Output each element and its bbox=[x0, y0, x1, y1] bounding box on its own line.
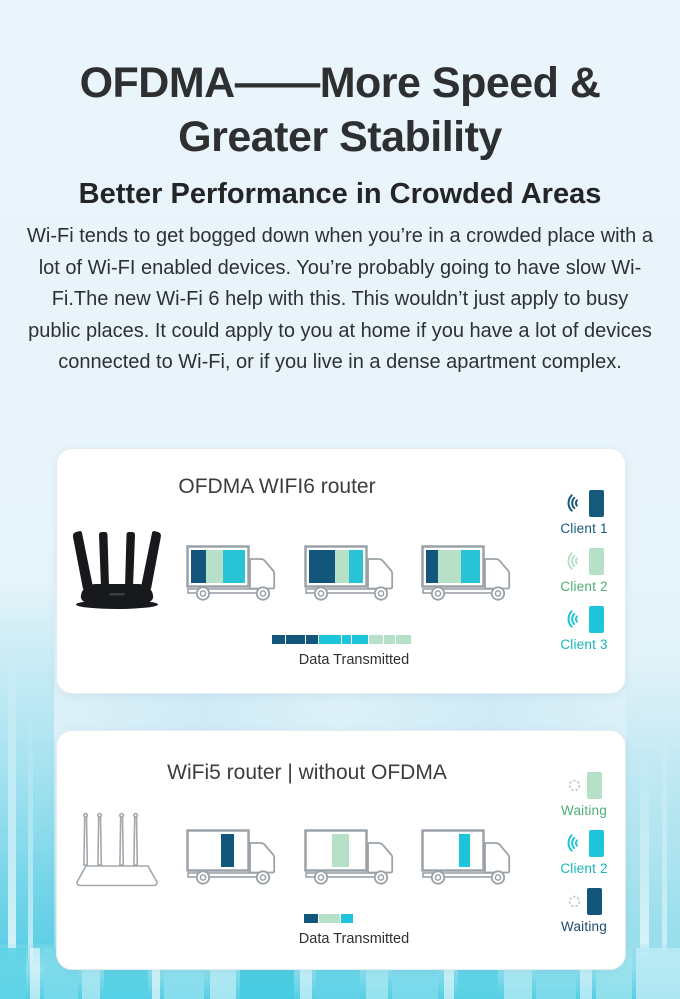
truck bbox=[186, 545, 282, 601]
truck-cargo-load bbox=[426, 834, 480, 867]
client-device-bar bbox=[589, 605, 604, 633]
client-device-bar bbox=[589, 489, 604, 517]
page-title-line1: OFDMA——More Speed & bbox=[79, 59, 601, 107]
client-status: Client 2 bbox=[541, 547, 627, 594]
client-label: Waiting bbox=[561, 803, 607, 818]
wifi-signal-icon bbox=[564, 549, 584, 573]
card2-title: WiFi5 router | without OFDMA bbox=[167, 761, 447, 784]
bg-streak bbox=[640, 760, 649, 999]
truck-cargo-load bbox=[309, 834, 363, 867]
bg-streak bbox=[8, 640, 16, 999]
wifi-signal-icon bbox=[564, 831, 584, 855]
data-transmitted-label: Data Transmitted bbox=[298, 931, 410, 947]
truck bbox=[421, 829, 517, 885]
page-title: OFDMA——More Speed & Greater Stability bbox=[16, 56, 664, 164]
client-label: Client 2 bbox=[560, 861, 608, 876]
truck bbox=[304, 829, 400, 885]
client-status: Client 2 bbox=[541, 829, 627, 876]
client-device-bar bbox=[586, 771, 602, 799]
truck-cargo-load bbox=[426, 550, 480, 583]
data-transmitted-label: Data Transmitted bbox=[298, 652, 410, 668]
data-transmitted-bar bbox=[272, 635, 414, 644]
wifi6-router-illustration bbox=[71, 523, 163, 616]
client-label: Client 1 bbox=[560, 521, 608, 536]
wifi5-router-illustration bbox=[69, 807, 165, 896]
waiting-spinner-icon bbox=[567, 894, 582, 909]
client-label: Client 3 bbox=[560, 637, 608, 652]
page-title-line2: Greater Stability bbox=[178, 113, 502, 161]
waiting-spinner-icon bbox=[567, 778, 582, 793]
client-label: Waiting bbox=[561, 919, 607, 934]
card-wifi5: WiFi5 router | without OFDMA bbox=[56, 730, 626, 970]
bg-streak bbox=[28, 710, 33, 999]
truck bbox=[304, 545, 400, 601]
truck bbox=[421, 545, 517, 601]
truck-cargo-load bbox=[191, 834, 245, 867]
card-ofdma-wifi6: OFDMA WIFI6 router bbox=[56, 448, 626, 694]
wifi-signal-icon bbox=[564, 607, 584, 631]
client-status: Waiting bbox=[541, 887, 627, 934]
bg-band-mid bbox=[0, 694, 680, 730]
wifi-signal-icon bbox=[564, 491, 584, 515]
client-status: Client 3 bbox=[541, 605, 627, 652]
client-status: Waiting bbox=[541, 771, 627, 818]
truck-cargo-load bbox=[191, 550, 245, 583]
intro-paragraph: Wi-Fi tends to get bogged down when you’… bbox=[27, 225, 653, 373]
client-device-bar bbox=[586, 887, 602, 915]
client-status: Client 1 bbox=[541, 489, 627, 536]
bg-streak bbox=[662, 720, 667, 999]
truck bbox=[186, 829, 282, 885]
card1-title: OFDMA WIFI6 router bbox=[178, 475, 376, 498]
bg-gradient-right bbox=[626, 660, 680, 999]
client-device-bar bbox=[589, 829, 604, 857]
client-label: Client 2 bbox=[560, 579, 608, 594]
bg-gradient-left bbox=[0, 580, 54, 999]
page-subtitle: Better Performance in Crowded Areas bbox=[78, 178, 602, 210]
truck-cargo-load bbox=[309, 550, 363, 583]
data-transmitted-bar bbox=[304, 914, 354, 923]
client-device-bar bbox=[589, 547, 604, 575]
